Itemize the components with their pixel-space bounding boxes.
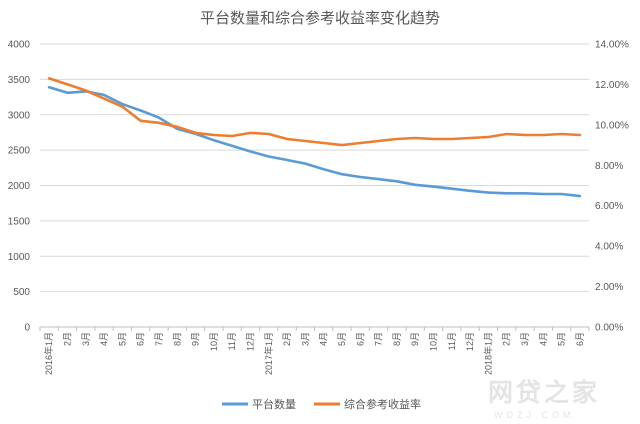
y-left-tick-label: 3000 bbox=[8, 110, 31, 121]
y-left-tick-label: 3500 bbox=[8, 75, 31, 86]
x-tick-label: 12月 bbox=[465, 332, 475, 351]
y-left-tick-label: 1500 bbox=[8, 216, 31, 227]
chart-title: 平台数量和综合参考收益率变化趋势 bbox=[200, 10, 440, 27]
legend-label-platform-count: 平台数量 bbox=[252, 397, 296, 411]
x-tick-label: 4月 bbox=[99, 332, 109, 346]
x-tick-label: 2017年1月 bbox=[263, 332, 274, 375]
series-line-platform-count bbox=[47, 85, 582, 198]
y-axis-right: 0.00% 2.00% 4.00% 6.00% 8.00% 10.00% 12.00% 14.… bbox=[595, 40, 629, 334]
gridlines bbox=[40, 43, 589, 293]
x-tick-label: 2016年1月 bbox=[43, 332, 54, 375]
y-right-tick-label: 4.00% bbox=[595, 242, 623, 253]
y-right-tick-label: 8.00% bbox=[595, 161, 623, 172]
x-tick-label: 9月 bbox=[191, 332, 201, 346]
watermark-text: 网贷之家 bbox=[488, 378, 600, 407]
y-axis-left: 0 500 1000 1500 2000 2500 3000 3500 4000 bbox=[8, 40, 31, 334]
x-tick-label: 2月 bbox=[502, 332, 512, 346]
watermark-subtext: WDZJ.COM bbox=[494, 410, 575, 420]
x-tick-label: 4月 bbox=[538, 332, 548, 346]
series-line-return-rate bbox=[47, 77, 582, 147]
x-axis: 2016年1月 2月 3月 4月 5月 6月 7月 8月 9月 10月 11月 12月 2017年1月 2… bbox=[39, 326, 590, 375]
watermark: 网贷之家 WDZJ.COM bbox=[488, 378, 600, 420]
x-tick-label: 4月 bbox=[319, 332, 329, 346]
x-tick-label: 6月 bbox=[355, 332, 365, 346]
x-tick-label: 2月 bbox=[282, 332, 292, 346]
x-tick-label: 9月 bbox=[410, 332, 420, 346]
y-right-tick-label: 0.00% bbox=[595, 323, 623, 334]
x-tick-label: 10月 bbox=[209, 332, 219, 351]
x-tick-label: 8月 bbox=[392, 332, 402, 346]
y-left-tick-label: 0 bbox=[24, 323, 30, 334]
x-tick-label: 8月 bbox=[172, 332, 182, 346]
x-tick-label: 5月 bbox=[117, 332, 127, 346]
series-layer bbox=[47, 77, 582, 198]
y-left-tick-label: 2000 bbox=[8, 181, 31, 192]
x-tick-label: 5月 bbox=[557, 332, 567, 346]
y-right-tick-label: 10.00% bbox=[595, 120, 629, 131]
x-tick-label: 3月 bbox=[520, 332, 530, 346]
x-tick-label: 7月 bbox=[374, 332, 384, 346]
x-tick-label: 10月 bbox=[428, 332, 438, 351]
x-tick-label: 3月 bbox=[300, 332, 310, 346]
y-right-tick-label: 14.00% bbox=[595, 40, 629, 51]
x-tick-label: 2月 bbox=[62, 332, 72, 346]
legend: 平台数量 综合参考收益率 bbox=[222, 397, 421, 411]
x-tick-label: 12月 bbox=[245, 332, 255, 351]
x-tick-label: 3月 bbox=[81, 332, 91, 346]
x-tick-label: 2018年1月 bbox=[482, 332, 493, 375]
y-left-tick-label: 2500 bbox=[8, 146, 31, 157]
x-tick-label: 11月 bbox=[447, 332, 457, 350]
x-tick-label: 7月 bbox=[154, 332, 164, 346]
y-right-tick-label: 6.00% bbox=[595, 201, 623, 212]
y-left-tick-label: 4000 bbox=[8, 40, 31, 51]
legend-label-return-rate: 综合参考收益率 bbox=[344, 397, 421, 411]
x-tick-label: 5月 bbox=[337, 332, 347, 346]
y-left-tick-label: 1000 bbox=[8, 252, 31, 263]
x-tick-label: 6月 bbox=[136, 332, 146, 346]
y-right-tick-label: 2.00% bbox=[595, 282, 623, 293]
x-tick-label: 6月 bbox=[575, 332, 585, 346]
y-right-tick-label: 12.00% bbox=[595, 80, 629, 91]
x-tick-label: 11月 bbox=[227, 332, 237, 350]
y-left-tick-label: 500 bbox=[13, 287, 30, 298]
